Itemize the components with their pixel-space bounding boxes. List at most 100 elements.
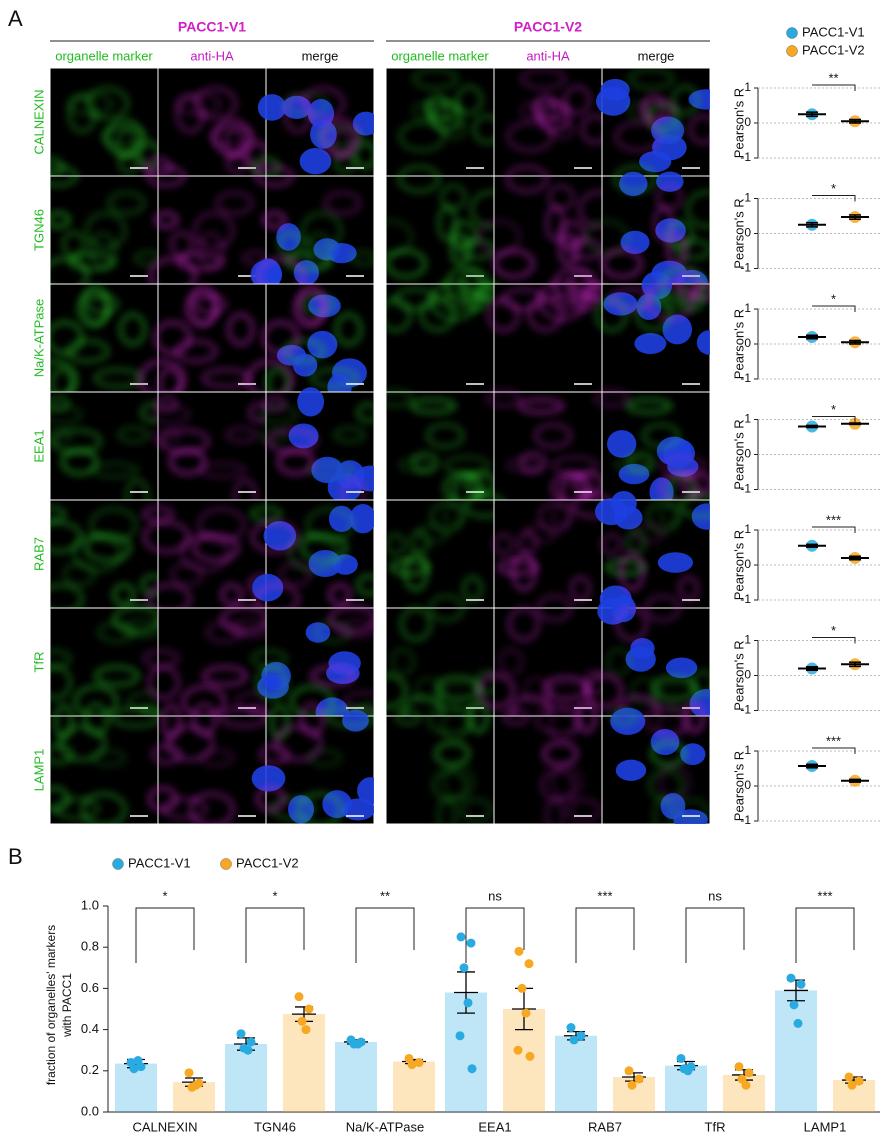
image-group [50, 68, 374, 824]
signal [576, 702, 597, 734]
signal [278, 561, 312, 587]
y-axis-label: with PACC1 [60, 973, 74, 1038]
column-label: organelle marker [55, 48, 153, 63]
signal [170, 561, 204, 587]
signal [250, 649, 288, 668]
y-tick-label: -1 [740, 592, 751, 606]
bar [393, 1061, 435, 1112]
signal [297, 286, 327, 325]
data-point [789, 1000, 799, 1010]
nucleus [305, 622, 331, 643]
significance-label: ** [380, 888, 390, 903]
signal [487, 298, 520, 332]
signal [459, 798, 493, 822]
signal [328, 583, 352, 606]
x-tick-label: TfR [705, 1119, 726, 1134]
y-tick-label: 1 [744, 522, 751, 536]
signal [398, 121, 446, 152]
signal [658, 764, 691, 801]
y-axis-label: Pearson's R [731, 88, 746, 158]
signal [547, 184, 575, 211]
signal [412, 68, 459, 90]
signal [220, 583, 244, 606]
significance-bracket [685, 907, 745, 963]
signal [174, 339, 218, 363]
signal [50, 211, 71, 229]
signal [356, 402, 374, 423]
signal [305, 232, 333, 269]
signal [605, 559, 646, 576]
signal [593, 389, 630, 408]
y-tick-label: -1 [740, 813, 751, 827]
significance-bracket [795, 907, 855, 963]
signal [534, 423, 573, 449]
signal [54, 797, 100, 820]
signal [85, 211, 127, 250]
signal [209, 126, 255, 148]
signal [332, 127, 353, 160]
signal [202, 665, 248, 687]
signal [250, 506, 282, 522]
significance-bracket [245, 907, 305, 963]
y-tick-label: 0 [744, 115, 751, 129]
y-tick-label: 0 [744, 447, 751, 461]
signal [527, 296, 564, 332]
bar [225, 1044, 267, 1112]
legend-swatch [112, 858, 124, 870]
data-point [513, 1045, 523, 1055]
signal [112, 583, 136, 606]
signal [532, 99, 568, 120]
significance-label: *** [817, 888, 832, 903]
data-point [243, 1045, 253, 1055]
y-tick-label: 0.8 [81, 939, 99, 954]
signal [151, 744, 182, 765]
data-point [184, 1068, 194, 1078]
nucleus [696, 330, 710, 355]
signal [386, 533, 407, 556]
row-label: Na/K-ATPase [31, 299, 46, 378]
signal [536, 594, 573, 622]
data-point [741, 1080, 751, 1090]
signal [627, 452, 655, 474]
image-group [386, 68, 710, 824]
signal [610, 709, 637, 725]
y-tick-label: 0 [744, 668, 751, 682]
data-point [525, 1051, 535, 1061]
signal [263, 396, 286, 412]
signal [550, 764, 583, 801]
signal [609, 288, 654, 311]
data-point [566, 1023, 576, 1033]
significance-label: ** [828, 70, 838, 85]
significance-label: * [831, 291, 836, 306]
legend-swatch [786, 45, 798, 57]
signal [671, 85, 699, 115]
column-label: merge [638, 48, 675, 63]
micrograph [50, 499, 159, 609]
data-point [793, 1018, 803, 1028]
row-label: CALNEXIN [31, 89, 46, 154]
data-point [624, 1066, 634, 1076]
nucleus [634, 333, 667, 355]
signal [455, 85, 483, 115]
signal [193, 211, 235, 250]
signal [563, 85, 591, 115]
signal [419, 296, 456, 332]
significance-bracket [812, 526, 856, 533]
signal [50, 320, 84, 355]
y-tick-label: 0.4 [81, 1021, 99, 1036]
data-point [294, 992, 304, 1002]
nucleus [332, 554, 358, 575]
data-point [524, 959, 534, 969]
legend-label: PACC1-V1 [128, 855, 191, 870]
panel-label: A [8, 6, 23, 31]
column-label: organelle marker [391, 48, 489, 63]
signal [397, 165, 441, 193]
signal [197, 507, 246, 543]
signal [50, 521, 83, 554]
signal [505, 165, 549, 193]
signal [428, 594, 465, 622]
signal [323, 191, 362, 215]
nucleus [326, 242, 357, 264]
x-tick-label: Na/K-ATPase [346, 1119, 425, 1134]
